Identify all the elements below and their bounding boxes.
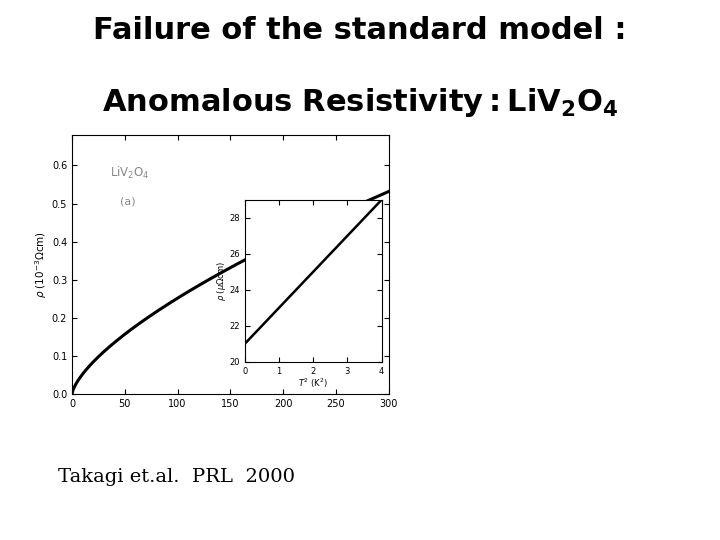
Text: Failure of the standard model :: Failure of the standard model : <box>94 16 626 45</box>
Text: LiV$_2$O$_4$: LiV$_2$O$_4$ <box>110 165 150 180</box>
Text: Takagi et.al.  PRL  2000: Takagi et.al. PRL 2000 <box>58 468 294 486</box>
Y-axis label: $\rho$ ($\mu\Omega$cm): $\rho$ ($\mu\Omega$cm) <box>215 261 228 301</box>
Text: $\mathbf{Anomalous\ Resistivity{:}LiV_2O_4}$: $\mathbf{Anomalous\ Resistivity{:}LiV_2O… <box>102 86 618 119</box>
X-axis label: $T^2$ (K$^2$): $T^2$ (K$^2$) <box>298 377 328 390</box>
Text: (a): (a) <box>120 197 135 207</box>
Y-axis label: $\rho$ (10$^{-3}$$\Omega$cm): $\rho$ (10$^{-3}$$\Omega$cm) <box>33 231 49 298</box>
